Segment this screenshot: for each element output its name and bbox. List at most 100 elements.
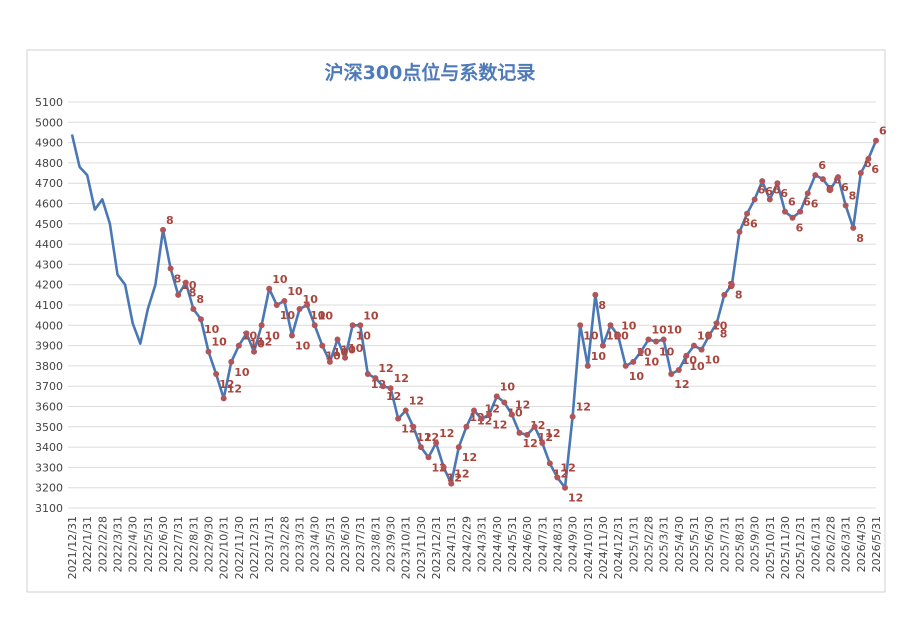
point-marker <box>357 322 364 329</box>
point-marker <box>698 346 705 353</box>
point-marker <box>751 196 758 203</box>
chart-frame <box>26 49 886 593</box>
coefficient-label: 10 <box>629 370 645 383</box>
point-marker <box>819 176 826 183</box>
coefficient-label: 6 <box>780 187 788 200</box>
coefficient-label: 10 <box>651 324 667 337</box>
x-tick-label: 2025/3/31 <box>658 516 671 572</box>
x-tick-label: 2025/12/31 <box>794 516 807 579</box>
y-tick-label: 4000 <box>35 319 63 332</box>
point-marker <box>759 178 766 185</box>
coefficient-label: 10 <box>644 356 660 369</box>
x-tick-label: 2025/2/28 <box>642 516 655 572</box>
y-tick-label: 3300 <box>35 461 63 474</box>
y-tick-label: 4900 <box>35 137 63 150</box>
x-tick-label: 2021/12/31 <box>66 516 79 579</box>
point-marker <box>850 224 857 231</box>
point-marker <box>599 342 606 349</box>
y-tick-label: 3800 <box>35 360 63 373</box>
coefficient-label: 12 <box>386 390 401 403</box>
point-marker <box>251 348 258 355</box>
point-marker <box>266 285 273 292</box>
x-tick-label: 2023/6/30 <box>339 516 352 572</box>
point-marker <box>630 358 637 365</box>
x-tick-label: 2024/12/31 <box>612 516 625 579</box>
x-tick-label: 2024/6/30 <box>521 516 534 572</box>
y-tick-label: 4700 <box>35 177 63 190</box>
x-tick-label: 2025/7/31 <box>718 516 731 572</box>
coefficient-label: 12 <box>674 378 689 391</box>
point-marker <box>744 210 751 217</box>
point-marker <box>205 348 212 355</box>
coefficient-label: 8 <box>166 214 174 227</box>
x-tick-label: 2025/11/30 <box>779 516 792 579</box>
x-tick-label: 2026/5/31 <box>870 516 883 572</box>
x-tick-label: 2025/10/31 <box>764 516 777 579</box>
point-marker <box>228 358 235 365</box>
y-tick-label: 3900 <box>35 340 63 353</box>
y-tick-label: 4500 <box>35 218 63 231</box>
coefficient-label: 8 <box>849 190 857 203</box>
coefficient-label: 6 <box>811 197 819 210</box>
x-tick-label: 2022/1/31 <box>81 516 94 572</box>
point-marker <box>728 281 735 288</box>
coefficient-label: 8 <box>196 293 204 306</box>
x-tick-label: 2025/4/30 <box>673 516 686 572</box>
x-tick-label: 2023/12/31 <box>430 516 443 579</box>
point-marker <box>516 429 523 436</box>
point-marker <box>379 383 386 390</box>
coefficient-label: 10 <box>667 324 683 337</box>
point-marker <box>364 371 371 378</box>
coefficient-label: 10 <box>621 319 637 332</box>
point-marker <box>812 172 819 179</box>
y-tick-label: 3100 <box>35 502 63 515</box>
point-marker <box>524 431 531 438</box>
point-marker <box>546 460 553 467</box>
point-marker <box>508 411 515 418</box>
point-marker <box>562 484 569 491</box>
coefficient-label: 10 <box>591 350 607 363</box>
point-marker <box>281 297 288 304</box>
coefficient-label: 10 <box>310 309 326 322</box>
x-tick-label: 2022/11/30 <box>233 516 246 579</box>
coefficient-label: 6 <box>788 196 796 209</box>
y-tick-label: 3700 <box>35 380 63 393</box>
point-marker <box>486 411 493 418</box>
x-tick-label: 2025/1/31 <box>627 516 640 572</box>
coefficient-label: 12 <box>576 401 591 414</box>
coefficient-label: 10 <box>204 323 220 336</box>
point-marker <box>190 306 197 313</box>
point-marker <box>781 208 788 215</box>
x-tick-label: 2023/3/31 <box>294 516 307 572</box>
point-marker <box>569 413 576 420</box>
coefficient-label: 10 <box>265 329 281 342</box>
x-tick-label: 2024/9/30 <box>567 516 580 572</box>
point-marker <box>554 474 561 481</box>
coefficient-label: 8 <box>598 299 606 312</box>
coefficient-label: 8 <box>720 327 728 340</box>
y-tick-label: 5100 <box>35 96 63 109</box>
coefficient-label: 10 <box>500 380 516 393</box>
coefficient-label: 10 <box>234 366 250 379</box>
coefficient-label: 12 <box>545 427 560 440</box>
point-marker <box>448 480 455 487</box>
point-marker <box>213 371 220 378</box>
chart-title: 沪深300点位与系数记录 <box>325 61 536 84</box>
point-marker <box>842 202 849 209</box>
coefficient-label: 12 <box>439 427 454 440</box>
y-tick-label: 5000 <box>35 116 63 129</box>
x-tick-label: 2023/11/30 <box>415 516 428 579</box>
point-marker <box>577 322 584 329</box>
coefficient-label: 12 <box>227 382 242 395</box>
x-tick-label: 2022/6/30 <box>157 516 170 572</box>
point-marker <box>304 302 311 308</box>
point-marker <box>220 395 227 402</box>
point-marker <box>493 393 500 400</box>
point-marker <box>713 320 720 327</box>
point-marker <box>311 322 318 329</box>
point-marker <box>873 137 879 144</box>
y-tick-label: 3400 <box>35 441 63 454</box>
x-tick-label: 2024/2/29 <box>460 516 473 572</box>
y-tick-label: 3500 <box>35 421 63 434</box>
x-tick-label: 2023/5/31 <box>324 516 337 572</box>
